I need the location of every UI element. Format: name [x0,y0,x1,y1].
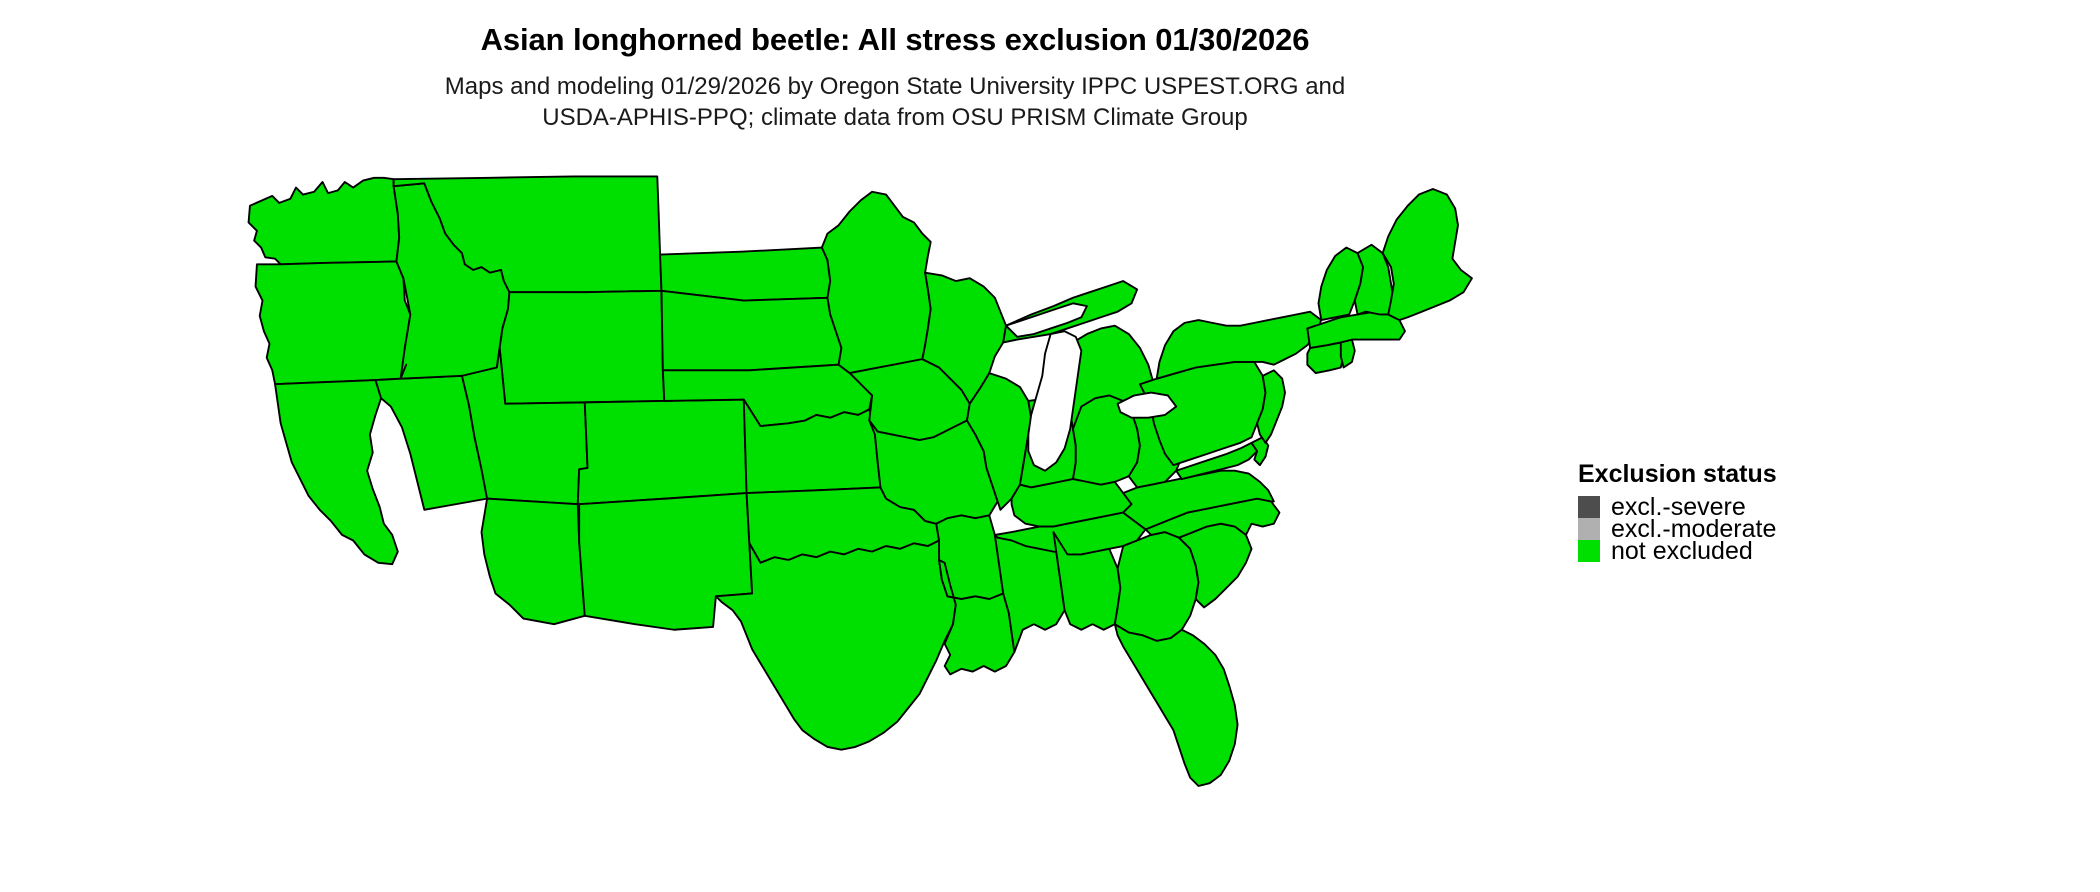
legend-label-not-excluded: not excluded [1611,537,1753,565]
state-MT[interactable] [392,175,663,294]
legend-item-not-excluded[interactable]: not excluded [1578,537,2018,565]
state-ND[interactable] [659,246,832,302]
legend-swatch-excl-moderate [1578,518,1600,540]
state-WI[interactable] [921,271,1007,405]
legend-swatch-excl-severe [1578,496,1600,518]
legend-label-excl-severe: excl.-severe [1611,493,1746,521]
state-LA[interactable] [938,559,1016,676]
state-AZ[interactable] [480,497,586,626]
state-WY[interactable] [498,289,666,405]
state-GA[interactable] [1113,531,1200,642]
state-MD[interactable] [1175,441,1259,481]
legend-item-excl-moderate[interactable]: excl.-moderate [1578,515,2018,543]
us-choropleth-map[interactable] [230,175,1570,892]
map-legend: Exclusion status excl.-severe excl.-mode… [1578,460,2018,565]
state-TN[interactable] [993,511,1147,556]
lake-erie-partial [1116,391,1178,419]
state-OR[interactable] [254,260,412,386]
state-ME[interactable] [1381,188,1473,322]
state-AL[interactable] [1052,531,1122,631]
lake-superior-partial [1005,302,1088,338]
states-layer [247,175,1473,787]
state-NJ[interactable] [1256,369,1286,444]
great-lakes-layer [1005,302,1178,472]
legend-items: excl.-severe excl.-moderate not excluded [1578,493,2018,565]
legend-swatch-not-excluded [1578,540,1600,562]
state-RI[interactable] [1339,338,1356,369]
header-block: Asian longhorned beetle: All stress excl… [0,0,1790,134]
state-NY[interactable] [1155,310,1323,380]
state-NM[interactable] [578,492,754,631]
legend-label-excl-moderate: excl.-moderate [1611,515,1777,543]
state-MA[interactable] [1306,310,1406,349]
state-TX[interactable] [714,539,957,751]
us-states-svg [247,175,1473,787]
state-CO[interactable] [576,398,748,506]
state-CA[interactable] [274,379,399,566]
lake-michigan [1027,330,1083,472]
legend-item-excl-severe[interactable]: excl.-severe [1578,493,2018,521]
state-SD[interactable] [660,289,843,372]
page-title: Asian longhorned beetle: All stress excl… [480,22,1310,57]
map-subtitle-line-2: USDA-APHIS-PPQ; climate data from OSU PR… [542,104,1248,132]
map-subtitle-line-1: Maps and modeling 01/29/2026 by Oregon S… [444,72,1346,100]
state-WA[interactable] [247,176,401,266]
state-FL[interactable] [1113,623,1239,787]
legend-title: Exclusion status [1578,460,1777,488]
map-subtitle: Maps and modeling 01/29/2026 by Oregon S… [0,57,1790,134]
